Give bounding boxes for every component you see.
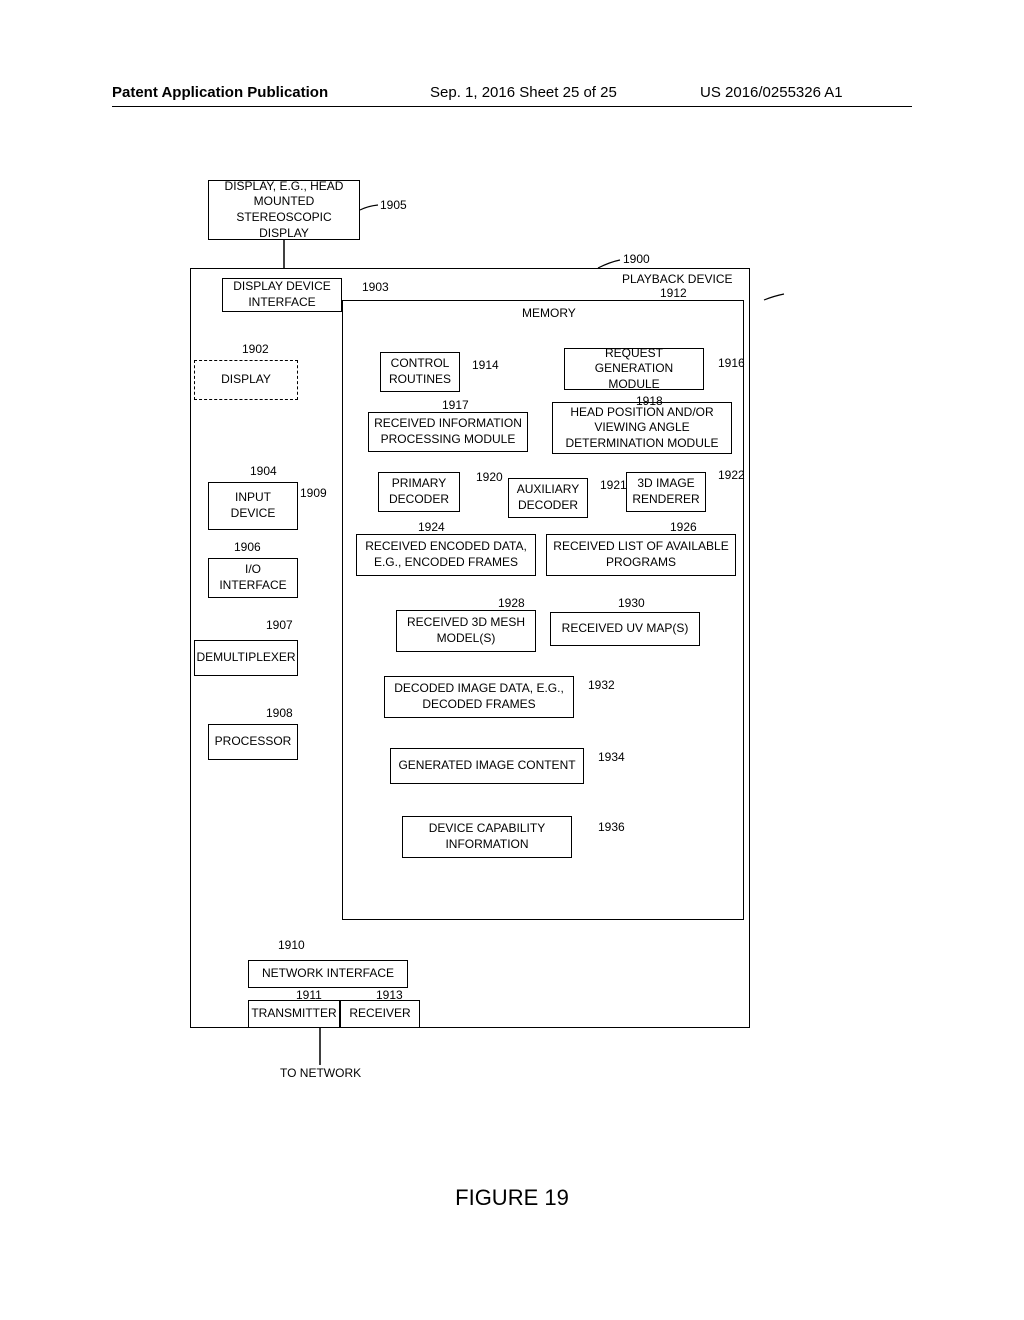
capability-text: DEVICE CAPABILITYINFORMATION [429,821,545,852]
transmitter-text: TRANSMITTER [251,1006,336,1022]
request-gen-box: REQUESTGENERATION MODULE [564,348,704,390]
ref-1902: 1902 [242,342,269,356]
head-pos-text: HEAD POSITION AND/ORVIEWING ANGLEDETERMI… [565,405,718,452]
decoded-frames-box: DECODED IMAGE DATA, E.G.,DECODED FRAMES [384,676,574,718]
ref-1900: 1900 [623,252,650,266]
received-uv-box: RECEIVED UV MAP(S) [550,612,700,646]
ref-1930: 1930 [618,596,645,610]
figure-caption: FIGURE 19 [0,1185,1024,1211]
received-encoded-box: RECEIVED ENCODED DATA,E.G., ENCODED FRAM… [356,534,536,576]
request-gen-text: REQUESTGENERATION MODULE [569,346,699,393]
renderer-box: 3D IMAGERENDERER [626,472,706,512]
received-list-text: RECEIVED LIST OF AVAILABLEPROGRAMS [553,539,728,570]
ref-1912: 1912 [660,286,687,300]
ref-1926: 1926 [670,520,697,534]
header-right: US 2016/0255326 A1 [700,84,843,101]
ref-1903: 1903 [362,280,389,294]
ref-1928: 1928 [498,596,525,610]
ref-1905: 1905 [380,198,407,212]
ref-1910: 1910 [278,938,305,952]
control-routines-box: CONTROLROUTINES [380,352,460,392]
network-interface-box: NETWORK INTERFACE [248,960,408,988]
figure-diagram: DISPLAY, E.G., HEADMOUNTEDSTEREOSCOPIC D… [180,180,860,1140]
ref-1906: 1906 [234,540,261,554]
control-routines-text: CONTROLROUTINES [389,356,451,387]
external-display-box: DISPLAY, E.G., HEADMOUNTEDSTEREOSCOPIC D… [208,180,360,240]
external-display-text: DISPLAY, E.G., HEADMOUNTEDSTEREOSCOPIC D… [213,179,355,241]
ref-1913: 1913 [376,988,403,1002]
received-uv-text: RECEIVED UV MAP(S) [562,621,689,637]
primary-decoder-box: PRIMARYDECODER [378,472,460,512]
demux-box: DEMULTIPLEXER [194,640,298,676]
ref-1934: 1934 [598,750,625,764]
ref-1932: 1932 [588,678,615,692]
received-info-text: RECEIVED INFORMATIONPROCESSING MODULE [374,416,522,447]
ref-1911: 1911 [296,988,322,1002]
io-interface-text: I/OINTERFACE [219,562,286,593]
playback-device-label: PLAYBACK DEVICE [622,272,732,286]
aux-decoder-box: AUXILIARYDECODER [508,478,588,518]
received-mesh-text: RECEIVED 3D MESHMODEL(S) [407,615,525,646]
header-center: Sep. 1, 2016 Sheet 25 of 25 [430,84,617,101]
header-rule [112,106,912,107]
display-device-interface-text: DISPLAY DEVICEINTERFACE [233,279,331,310]
ref-1918: 1918 [636,394,663,408]
received-encoded-text: RECEIVED ENCODED DATA,E.G., ENCODED FRAM… [365,539,527,570]
generated-content-box: GENERATED IMAGE CONTENT [390,748,584,784]
receiver-text: RECEIVER [349,1006,410,1022]
received-mesh-box: RECEIVED 3D MESHMODEL(S) [396,610,536,652]
io-interface-box: I/OINTERFACE [208,558,298,598]
display-box: DISPLAY [194,360,298,400]
renderer-text: 3D IMAGERENDERER [632,476,699,507]
ref-1909: 1909 [300,486,327,500]
received-info-box: RECEIVED INFORMATIONPROCESSING MODULE [368,412,528,452]
primary-decoder-text: PRIMARYDECODER [389,476,449,507]
input-device-text: INPUTDEVICE [231,490,276,521]
ref-1921: 1921 [600,478,627,492]
ref-1922: 1922 [718,468,745,482]
ref-1920: 1920 [476,470,503,484]
ref-1907: 1907 [266,618,293,632]
memory-label: MEMORY [522,306,576,320]
ref-1936: 1936 [598,820,625,834]
ref-1924: 1924 [418,520,445,534]
processor-box: PROCESSOR [208,724,298,760]
processor-text: PROCESSOR [215,734,292,750]
header-left: Patent Application Publication [112,84,328,101]
ref-1917: 1917 [442,398,469,412]
generated-content-text: GENERATED IMAGE CONTENT [398,758,575,774]
received-list-box: RECEIVED LIST OF AVAILABLEPROGRAMS [546,534,736,576]
demux-text: DEMULTIPLEXER [196,650,295,666]
aux-decoder-text: AUXILIARYDECODER [517,482,579,513]
transmitter-box: TRANSMITTER [248,1000,340,1028]
ref-1916: 1916 [718,356,745,370]
ref-1904: 1904 [250,464,277,478]
input-device-box: INPUTDEVICE [208,482,298,530]
head-pos-box: HEAD POSITION AND/ORVIEWING ANGLEDETERMI… [552,402,732,454]
ref-1908: 1908 [266,706,293,720]
to-network-label: TO NETWORK [280,1066,361,1080]
display-device-interface-box: DISPLAY DEVICEINTERFACE [222,278,342,312]
capability-box: DEVICE CAPABILITYINFORMATION [402,816,572,858]
receiver-box: RECEIVER [340,1000,420,1028]
decoded-frames-text: DECODED IMAGE DATA, E.G.,DECODED FRAMES [394,681,564,712]
display-text: DISPLAY [221,372,271,388]
ref-1914: 1914 [472,358,499,372]
network-interface-text: NETWORK INTERFACE [262,966,394,982]
